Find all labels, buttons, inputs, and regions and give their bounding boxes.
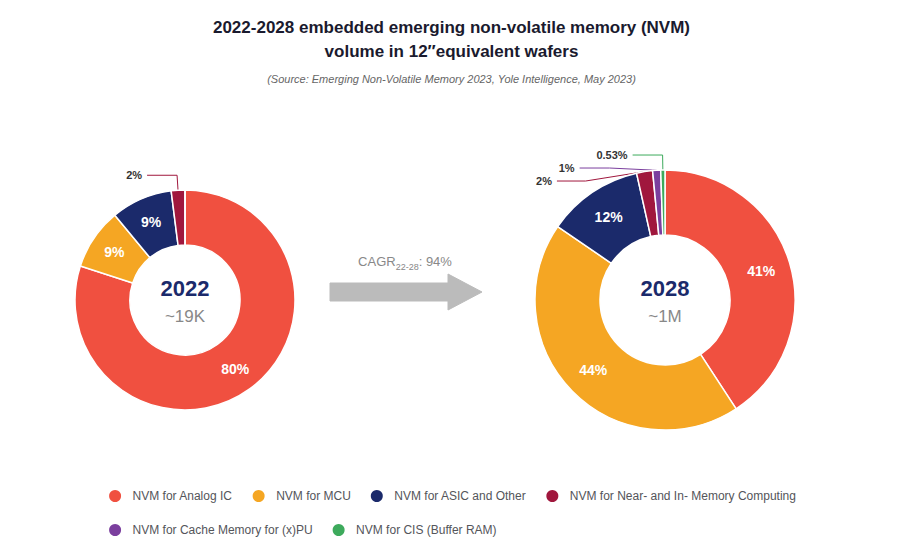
svg-text:NVM for MCU: NVM for MCU (276, 489, 351, 503)
svg-text:(Source: Emerging Non-Volatile: (Source: Emerging Non-Volatile Memory 20… (267, 73, 636, 85)
svg-text:NVM for CIS (Buffer RAM): NVM for CIS (Buffer RAM) (356, 523, 496, 537)
svg-text:volume in 12″equivalent wafers: volume in 12″equivalent wafers (325, 42, 579, 61)
svg-text:2%: 2% (126, 169, 142, 181)
svg-text:44%: 44% (579, 362, 608, 378)
svg-text:9%: 9% (141, 214, 162, 230)
svg-text:~19K: ~19K (165, 307, 206, 326)
svg-text:NVM for Cache Memory for (x)PU: NVM for Cache Memory for (x)PU (133, 523, 313, 537)
svg-text:2022-2028 embedded emerging no: 2022-2028 embedded emerging non-volatile… (213, 18, 690, 37)
svg-text:1%: 1% (559, 162, 575, 174)
svg-text:22-28: 22-28 (396, 262, 419, 272)
svg-text:NVM for Near- and In- Memory C: NVM for Near- and In- Memory Computing (570, 489, 796, 503)
svg-text:80%: 80% (221, 361, 250, 377)
svg-text:0.53%: 0.53% (596, 149, 627, 161)
svg-text:12%: 12% (595, 209, 624, 225)
svg-text:NVM for Analog IC: NVM for Analog IC (133, 489, 233, 503)
svg-text:CAGR: CAGR (358, 254, 396, 269)
svg-text:2022: 2022 (161, 276, 210, 301)
svg-text:2028: 2028 (641, 276, 690, 301)
svg-text:~1M: ~1M (648, 307, 682, 326)
svg-text:9%: 9% (104, 244, 125, 260)
svg-text:2%: 2% (536, 175, 552, 187)
svg-text:41%: 41% (747, 263, 776, 279)
svg-text:NVM for ASIC and Other: NVM for ASIC and Other (394, 489, 525, 503)
svg-text:: 94%: : 94% (419, 254, 453, 269)
